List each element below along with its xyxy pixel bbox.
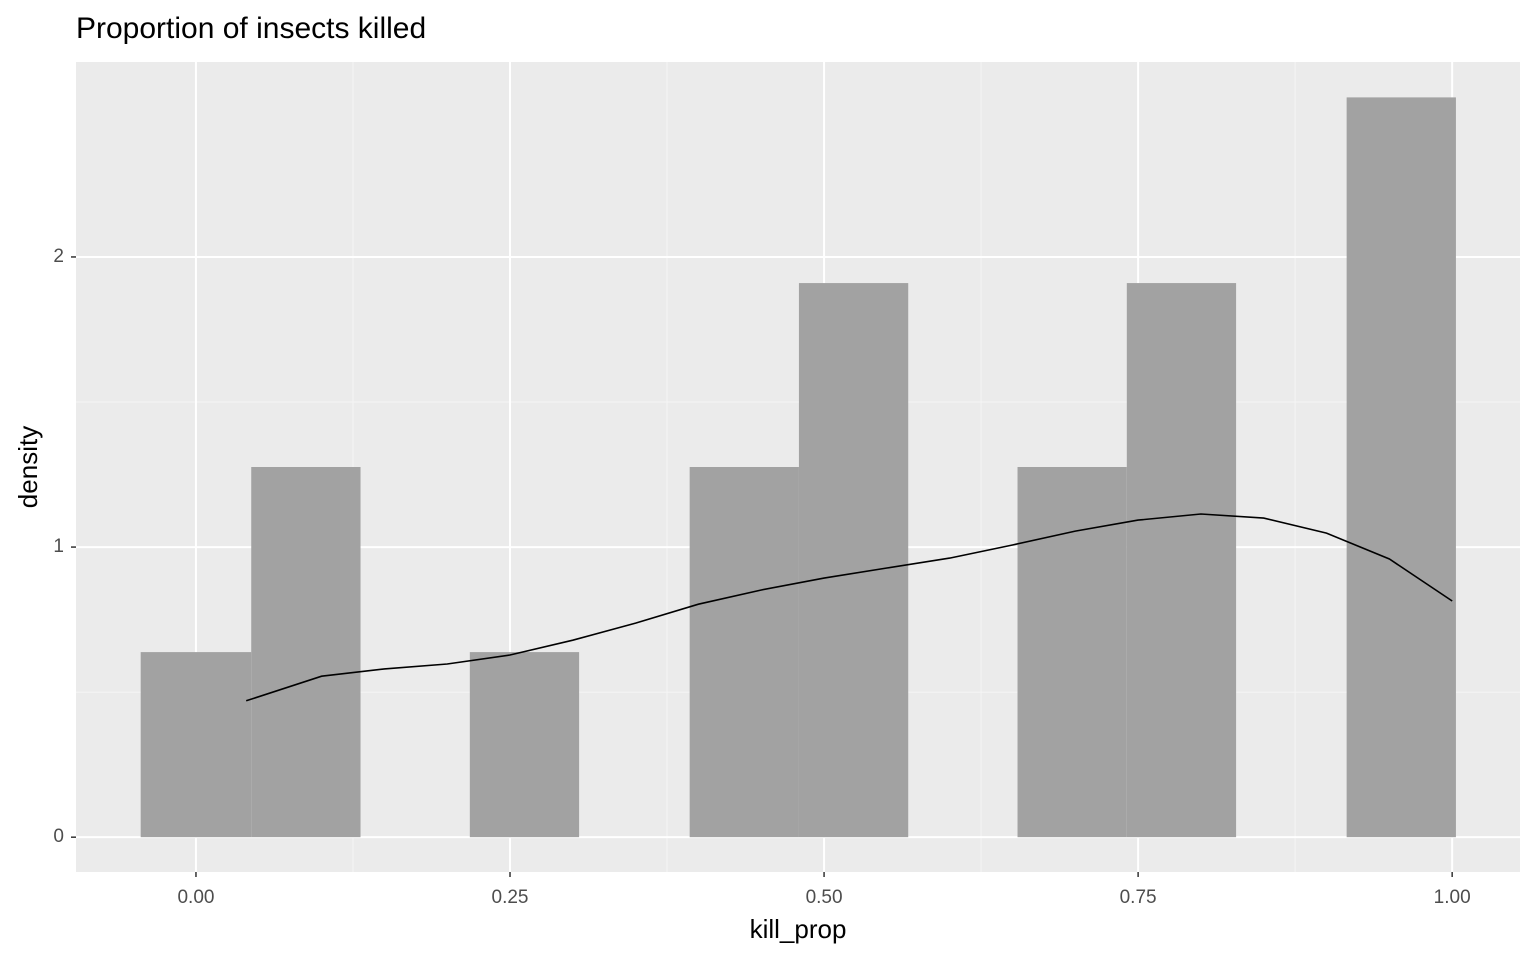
density-line — [245, 513, 1453, 702]
x-tick-label: 0.25 — [492, 887, 529, 908]
x-tick-label: 1.00 — [1434, 887, 1471, 908]
bar — [689, 467, 799, 838]
bar — [1126, 283, 1237, 838]
bar — [140, 652, 252, 838]
x-tick-label: 0.75 — [1120, 887, 1157, 908]
x-tick-label: 0.50 — [806, 887, 843, 908]
bar — [798, 283, 909, 838]
bar — [1346, 97, 1456, 838]
bar — [1017, 467, 1127, 838]
bar — [469, 652, 580, 838]
y-tick-label: 1 — [53, 536, 64, 557]
chart-title: Proportion of insects killed — [76, 12, 426, 45]
y-tick-label: 0 — [53, 826, 64, 847]
bar — [251, 467, 361, 838]
y-axis-title: density — [13, 426, 43, 508]
y-tick-label: 2 — [53, 246, 64, 267]
x-tick-label: 0.00 — [177, 887, 214, 908]
x-axis-title: kill_prop — [750, 914, 847, 944]
